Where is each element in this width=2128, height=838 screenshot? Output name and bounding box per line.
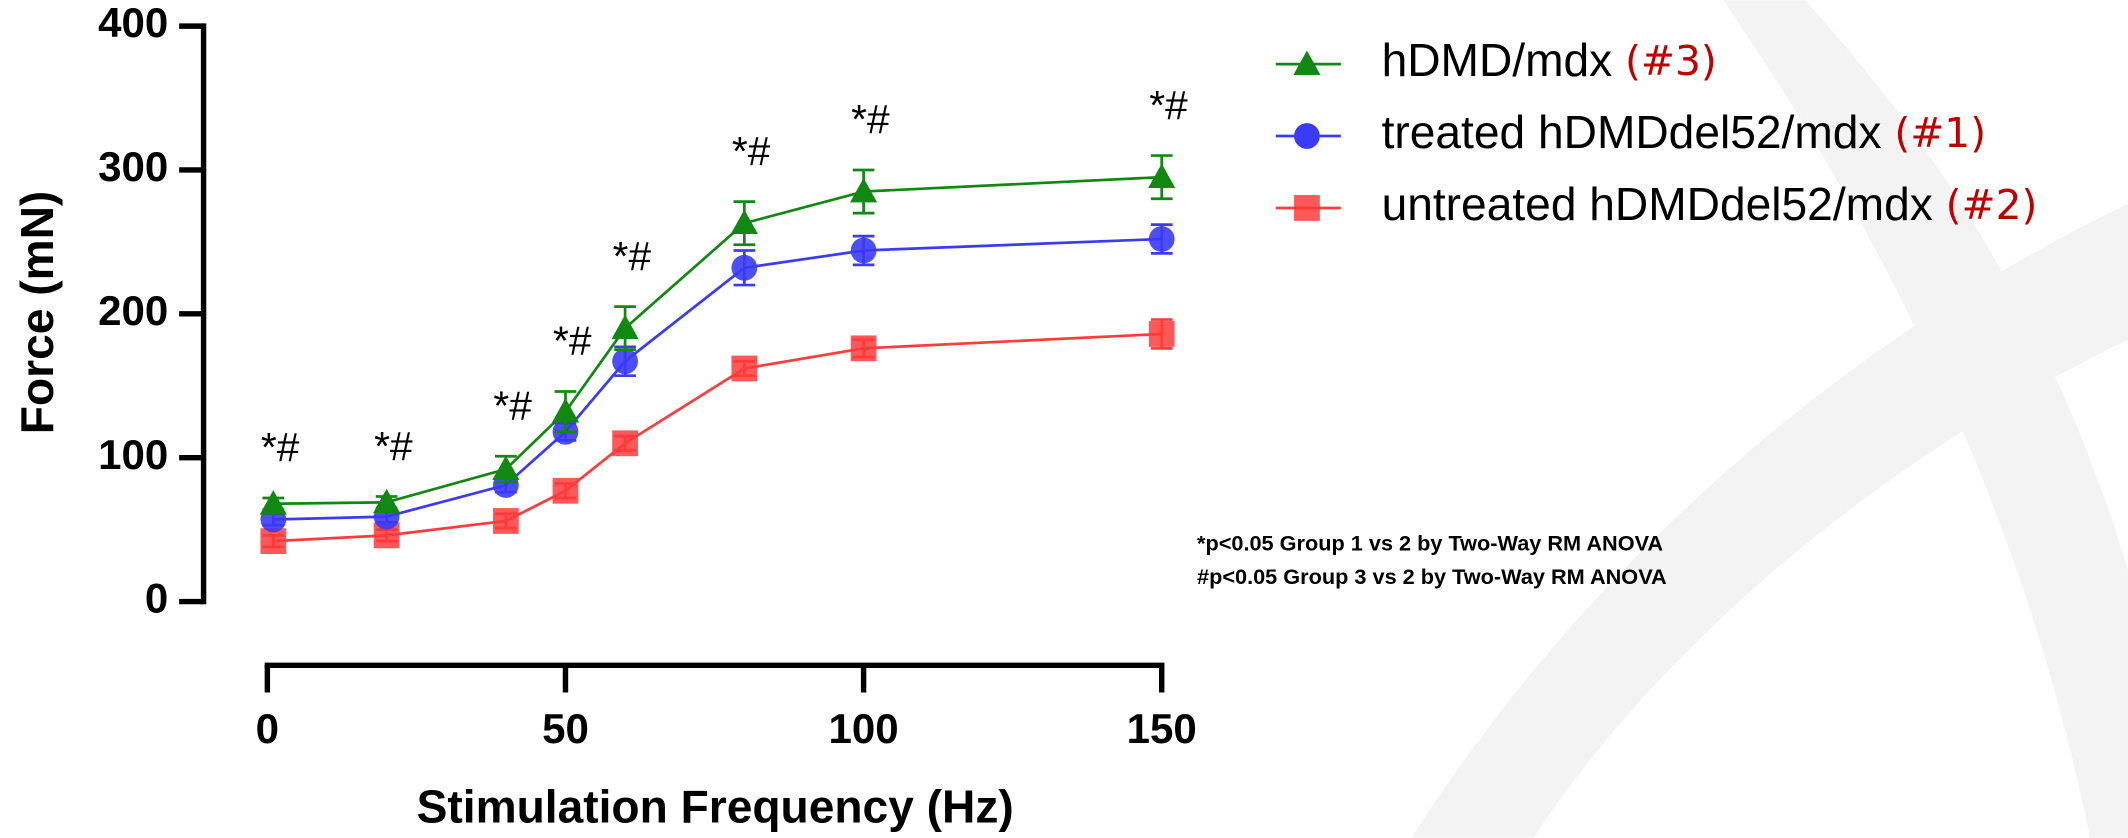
point — [850, 335, 877, 362]
y-tick-label: 100 — [98, 431, 168, 478]
legend-group: (#3) — [1625, 37, 1717, 85]
point — [492, 455, 520, 481]
legend-marker — [1294, 195, 1320, 221]
point — [259, 490, 287, 515]
significance-label: *# — [493, 382, 532, 428]
point — [1148, 321, 1175, 347]
point — [850, 177, 878, 203]
x-tick-label: 100 — [829, 705, 899, 752]
point — [260, 528, 287, 555]
legend-label: untreated hDMDdel52/mdx (#2) — [1382, 178, 2038, 230]
legend-label: treated hDMDdel52/mdx (#1) — [1382, 106, 1987, 158]
watermark — [1723, 0, 2128, 838]
point — [492, 508, 519, 534]
footnote: #p<0.05 Group 3 vs 2 by Two-Way RM ANOVA — [1197, 564, 1667, 589]
point — [731, 254, 758, 281]
legend-marker — [1294, 123, 1320, 149]
legend-name: treated hDMDdel52/mdx — [1382, 106, 1882, 158]
point — [552, 477, 579, 504]
y-axis-label: Force (mN) — [11, 191, 63, 434]
significance-label: *# — [1149, 82, 1188, 128]
point — [731, 355, 758, 382]
series-line — [273, 237, 1162, 521]
x-tick-label: 50 — [542, 705, 589, 752]
x-axis-label: Stimulation Frequency (Hz) — [417, 781, 1014, 833]
legend-marker — [1293, 50, 1321, 75]
significance-label: *# — [732, 128, 771, 174]
footnote: *p<0.05 Group 1 vs 2 by Two-Way RM ANOVA — [1197, 530, 1663, 555]
significance-label: *# — [261, 424, 300, 470]
significance-label: *# — [553, 318, 592, 364]
x-tick-label: 0 — [256, 705, 279, 752]
series-line — [273, 175, 1162, 506]
legend-group: (#1) — [1894, 109, 1986, 157]
point — [1148, 226, 1175, 252]
point — [850, 237, 877, 264]
point — [612, 430, 638, 457]
significance-label: *# — [613, 233, 652, 279]
watermark — [1411, 203, 2128, 838]
point — [373, 488, 401, 514]
y-tick-label: 0 — [145, 575, 168, 622]
y-tick-label: 300 — [98, 143, 168, 190]
point — [1148, 163, 1176, 189]
series-line — [273, 332, 1162, 543]
legend-name: hDMD/mdx — [1382, 34, 1613, 86]
y-tick-label: 200 — [98, 287, 168, 334]
point — [611, 314, 639, 340]
point — [551, 398, 580, 423]
x-tick-label: 150 — [1127, 705, 1197, 752]
legend-name: untreated hDMDdel52/mdx — [1382, 178, 1933, 230]
significance-label: *# — [851, 96, 890, 142]
point — [612, 348, 638, 375]
point — [730, 209, 758, 235]
y-tick-label: 400 — [98, 0, 168, 46]
legend-group: (#2) — [1946, 181, 2038, 229]
legend-label: hDMD/mdx (#3) — [1382, 34, 1717, 86]
significance-label: *# — [374, 423, 413, 469]
